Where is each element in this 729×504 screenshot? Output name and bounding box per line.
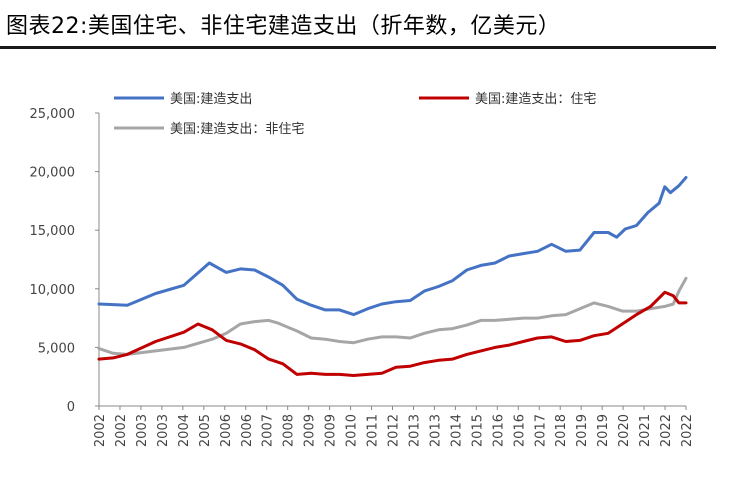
x-tick-label: 2016 bbox=[512, 414, 527, 447]
page-title: 图表22:美国住宅、非住宅建造支出（折年数，亿美元） bbox=[6, 14, 561, 39]
chart-axes bbox=[98, 113, 686, 407]
y-axis-ticks: 0 5,000 10,000 15,000 20,000 25,000 bbox=[30, 107, 99, 415]
series-line-residential bbox=[97, 290, 688, 377]
x-tick-label: 2022 bbox=[659, 414, 674, 447]
y-tick-label: 20,000 bbox=[30, 166, 76, 181]
legend-label-residential: 美国:建造支出：住宅 bbox=[475, 92, 596, 107]
series-line-total bbox=[97, 176, 688, 317]
x-tick-label: 2013 bbox=[407, 414, 422, 447]
x-tick-label: 2006 bbox=[240, 414, 255, 447]
x-tick-label: 2019 bbox=[596, 414, 611, 447]
x-tick-label: 2019 bbox=[575, 414, 590, 447]
x-tick-label: 2007 bbox=[261, 414, 276, 447]
x-axis-ticks: 2002 2002 2003 2003 2004 2005 2006 2006 2007 2008… bbox=[93, 406, 695, 447]
x-tick-label: 2002 bbox=[114, 414, 129, 447]
series-line-nonresidential bbox=[97, 276, 688, 356]
x-tick-label: 2005 bbox=[198, 414, 213, 447]
x-tick-label: 2003 bbox=[156, 414, 171, 447]
x-tick-label: 2022 bbox=[680, 414, 695, 447]
title-divider bbox=[0, 46, 716, 49]
y-tick-label: 10,000 bbox=[30, 283, 76, 298]
x-tick-label: 2011 bbox=[366, 414, 381, 447]
x-tick-label: 2002 bbox=[93, 414, 108, 447]
x-tick-label: 2015 bbox=[470, 414, 485, 447]
x-tick-label: 2017 bbox=[533, 414, 548, 447]
x-tick-label: 2006 bbox=[219, 414, 234, 447]
y-tick-label: 5,000 bbox=[38, 341, 75, 356]
x-tick-label: 2008 bbox=[282, 414, 297, 447]
x-tick-label: 2012 bbox=[387, 414, 402, 447]
x-tick-label: 2010 bbox=[345, 414, 360, 447]
x-tick-label: 2009 bbox=[324, 414, 339, 447]
x-tick-label: 2003 bbox=[135, 414, 150, 447]
x-tick-label: 2016 bbox=[491, 414, 506, 447]
x-tick-label: 2020 bbox=[617, 414, 632, 447]
x-tick-label: 2018 bbox=[554, 414, 569, 447]
y-tick-label: 15,000 bbox=[30, 224, 76, 239]
series-lines bbox=[97, 176, 688, 377]
x-tick-label: 2004 bbox=[177, 414, 192, 447]
x-tick-label: 2009 bbox=[303, 414, 318, 447]
y-tick-label: 25,000 bbox=[30, 107, 76, 122]
x-tick-label: 2013 bbox=[428, 414, 443, 447]
x-tick-label: 2021 bbox=[638, 414, 653, 447]
legend-label-total: 美国:建造支出 bbox=[170, 92, 252, 107]
y-tick-label: 0 bbox=[67, 400, 75, 415]
x-tick-label: 2014 bbox=[449, 414, 464, 447]
legend-label-nonresidential: 美国:建造支出：非住宅 bbox=[170, 122, 304, 137]
